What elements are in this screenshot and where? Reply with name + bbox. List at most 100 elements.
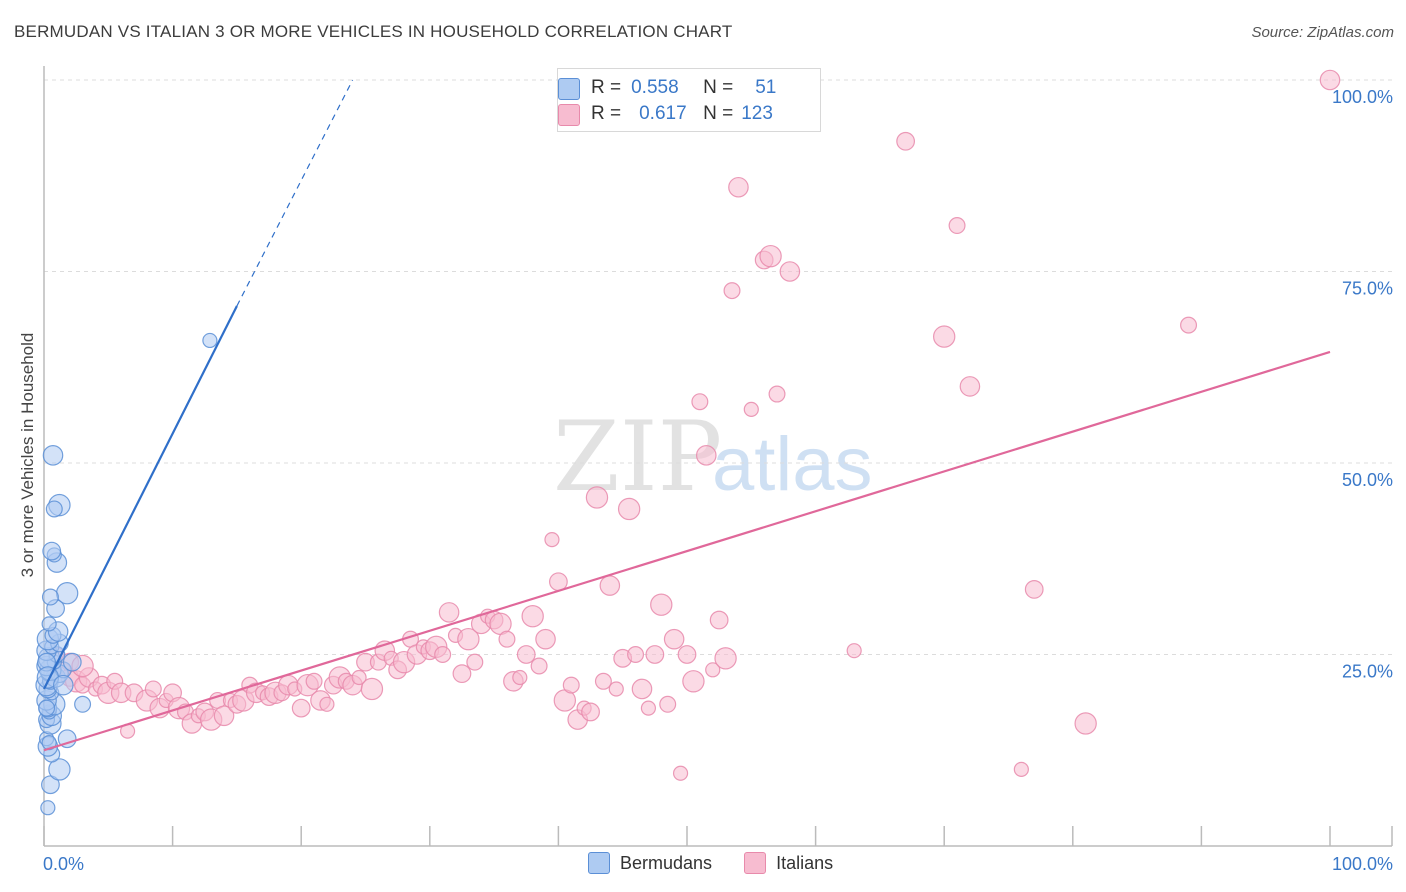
italians-point (948, 217, 966, 235)
italians-point (779, 261, 801, 282)
n-label: N = (703, 77, 734, 98)
bermudans-point (55, 582, 79, 605)
italians-point (691, 393, 709, 411)
italians-point (599, 575, 621, 596)
y-tick-label: 25.0% (1342, 662, 1393, 682)
legend-swatch-bermudans (588, 852, 610, 874)
italians-point (305, 672, 323, 690)
italians-point (1180, 316, 1198, 334)
italians-point (723, 282, 741, 300)
italians-point (521, 605, 544, 628)
italians-point (631, 678, 653, 700)
italians-point (846, 643, 862, 659)
bermudans-point (42, 445, 64, 466)
italians-point (351, 669, 367, 686)
bermudans-points (35, 332, 218, 816)
italians-point (585, 486, 609, 509)
italians-point (759, 244, 782, 268)
italians-point (659, 695, 677, 713)
italians-point (452, 664, 472, 684)
bermudans-point (52, 674, 74, 696)
italians-point (608, 681, 624, 697)
bermudans-point (41, 616, 57, 632)
italians-point (438, 602, 460, 623)
legend-row-italians: R = 0.617 N = 123 (558, 101, 773, 127)
legend-swatch-italians (558, 104, 580, 126)
y-tick-label: 50.0% (1342, 470, 1393, 490)
italians-point (714, 647, 737, 670)
italians-point (663, 628, 685, 650)
italians-point (466, 653, 484, 671)
italians-point (650, 593, 673, 616)
bermudans-point (38, 699, 56, 717)
italians-point (1074, 712, 1097, 735)
r-label: R = (591, 77, 622, 98)
italians-point (319, 696, 335, 712)
legend-swatch-italians (744, 852, 767, 874)
legend-label-bermudans: Bermudans (620, 852, 713, 873)
italians-point (1024, 579, 1044, 599)
bermudans-point (202, 332, 218, 349)
bermudans-point (57, 729, 77, 749)
italians-point (594, 672, 612, 690)
italians-point (709, 610, 729, 630)
n-label: N = (703, 103, 734, 124)
r-value: 0.558 (631, 77, 679, 98)
italians-point (959, 376, 981, 397)
italians-point (672, 765, 689, 781)
italians-point (617, 497, 641, 521)
italians-point (728, 176, 749, 198)
bermudans-trend-line (43, 305, 238, 690)
n-value: 123 (741, 103, 773, 124)
italians-point (530, 657, 548, 675)
italians-point (360, 677, 384, 701)
legend-item-italians[interactable]: Italians (744, 852, 833, 874)
italians-point (144, 680, 162, 698)
bermudans-point (62, 652, 82, 672)
bermudans-point (42, 541, 62, 561)
italians-point (516, 645, 536, 664)
bermudans-point (40, 800, 56, 816)
italians-point (544, 531, 560, 548)
source-label: Source: ZipAtlas.com (1251, 24, 1394, 41)
chart-title: BERMUDAN VS ITALIAN 3 OR MORE VEHICLES I… (14, 22, 733, 41)
italians-point (705, 662, 721, 678)
bermudans-trend-extension (236, 79, 354, 307)
italians-point (677, 645, 697, 664)
italians-point (535, 628, 556, 650)
italians-point (933, 325, 956, 348)
italians-points (49, 69, 1341, 781)
italians-point (291, 698, 311, 718)
bermudans-point (45, 500, 63, 518)
x-tick-label: 0.0% (43, 854, 84, 874)
italians-point (640, 700, 657, 716)
n-value: 51 (755, 77, 777, 98)
italians-point (1013, 761, 1029, 778)
italians-point (896, 131, 916, 151)
legend-row-bermudans: R = 0.558 N = 51 (558, 75, 777, 101)
stats-legend: R = 0.558 N = 51 R = 0.617 N = 123 (557, 68, 821, 132)
italians-point (581, 702, 600, 722)
italians-point (768, 385, 786, 403)
series-legend: Bermudans Italians (588, 852, 865, 874)
italians-point (627, 645, 645, 663)
bermudans-point (41, 588, 59, 606)
trend-lines (43, 79, 1331, 752)
italians-point (457, 627, 480, 651)
bermudans-point (74, 695, 92, 713)
legend-item-bermudans[interactable]: Bermudans (588, 852, 712, 874)
tick-labels: 25.0% 50.0% 75.0% 100.0% 0.0% 100.0% (43, 87, 1393, 874)
bermudans-point (48, 758, 71, 781)
legend-swatch-bermudans (558, 78, 580, 100)
r-label: R = (591, 103, 622, 124)
watermark-atlas: atlas (712, 422, 873, 507)
watermark-zip: ZIP (553, 401, 722, 513)
italians-point (562, 676, 580, 694)
italians-point (743, 401, 759, 417)
italians-point (645, 645, 665, 664)
italians-point (512, 669, 528, 686)
grid-lines (44, 79, 1392, 655)
italians-point (682, 670, 705, 693)
r-value: 0.617 (639, 103, 687, 124)
